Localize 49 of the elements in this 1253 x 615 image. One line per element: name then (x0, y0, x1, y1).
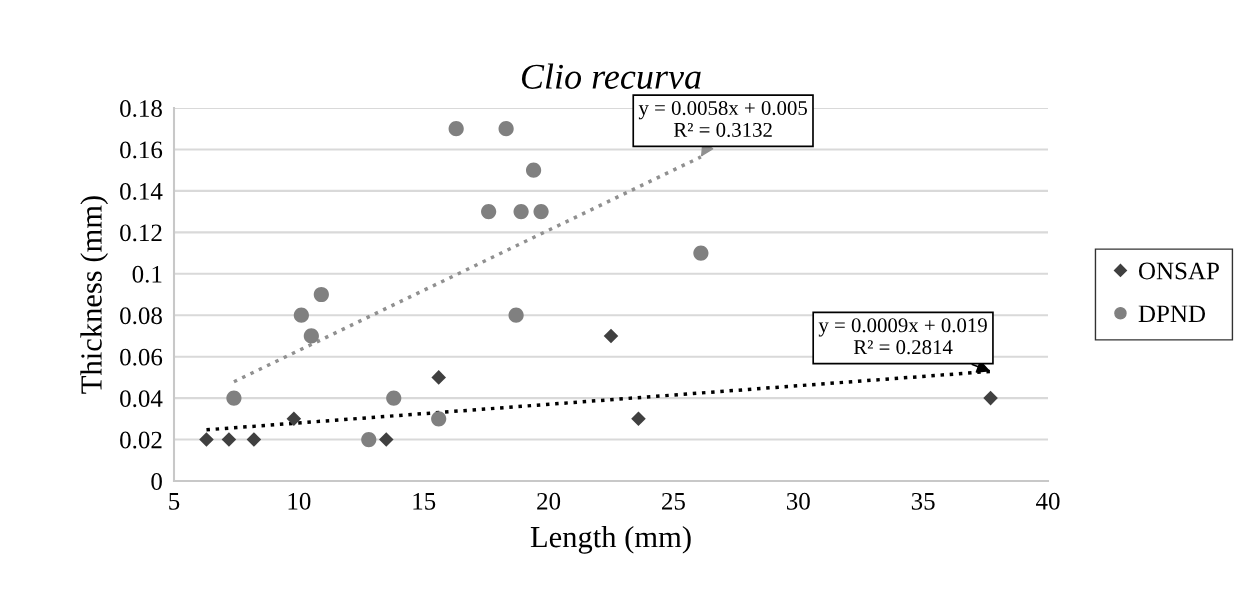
x-tick-label: 5 (169, 493, 180, 510)
point (448, 121, 464, 137)
y-tick-label: 0 (151, 473, 162, 490)
point (983, 390, 998, 406)
y-tick-label: 0.16 (120, 141, 163, 159)
point (693, 245, 709, 261)
point (386, 390, 402, 406)
y-tick-label: 0.18 (120, 100, 162, 118)
y-tick-label: 0.06 (120, 348, 163, 366)
y-tick-label: 0.1 (132, 265, 162, 283)
point (378, 432, 394, 447)
y-tick-label: 0.02 (120, 431, 162, 449)
x-tick-label: 25 (662, 492, 685, 510)
legend-label: ONSAP (1138, 262, 1219, 280)
point (508, 307, 524, 323)
point (361, 431, 377, 448)
point (221, 432, 237, 447)
point (533, 204, 549, 220)
y-tick-label: 0.14 (120, 182, 163, 200)
point (481, 204, 497, 220)
point (246, 432, 262, 447)
point (431, 370, 446, 385)
x-tick-label: 15 (413, 492, 436, 510)
point (525, 162, 542, 178)
x-tick-label: 20 (537, 492, 561, 510)
x-tick-label: 10 (288, 492, 311, 510)
point (498, 121, 514, 137)
x-tick-label: 35 (911, 492, 935, 510)
point (226, 390, 242, 406)
x-tick-label: 40 (1035, 492, 1060, 510)
chart-title: Clio recurva (521, 63, 701, 89)
point (303, 328, 319, 344)
point (199, 432, 214, 447)
point (603, 328, 619, 344)
legend-label: DPND (1138, 305, 1206, 323)
point (513, 204, 529, 220)
point (313, 286, 329, 303)
point (431, 411, 447, 427)
x-axis-title: Length (mm) (530, 525, 691, 554)
y-tick-label: 0.08 (120, 307, 162, 325)
y-tick-label: 0.04 (120, 390, 163, 408)
y-tick-label: 0.12 (120, 224, 162, 242)
annotation: y = 0.0009x + 0.019 R² = 0.2814 (818, 318, 987, 355)
annotation: y = 0.0058x + 0.005 R² = 0.3132 (638, 101, 807, 137)
x-tick-label: 30 (786, 492, 810, 510)
point (631, 411, 646, 427)
point (286, 411, 302, 427)
y-axis-title: Thickness (mm) (80, 196, 109, 394)
point (293, 307, 309, 323)
